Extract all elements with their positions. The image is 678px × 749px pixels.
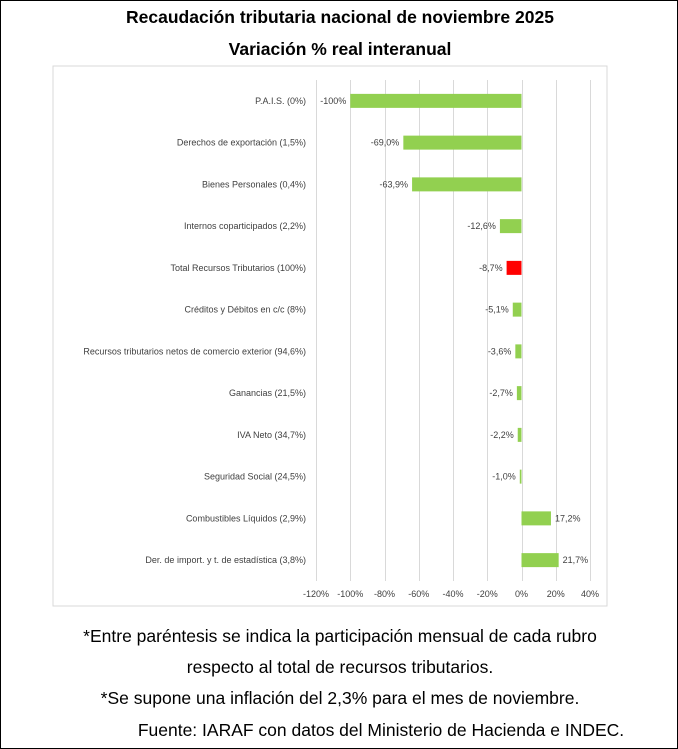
bar-chart: -120% -100% -80% -60% -40% -20% 0% 20% 40% P.A.I.… [52,65,608,607]
bar [517,427,522,442]
bar [519,469,522,484]
chart-title: Recaudación tributaria nacional de novie… [126,7,554,27]
category-label: Bienes Personales (0,4%) [202,179,306,189]
x-tick-label: -20% [477,589,498,599]
bar [521,553,559,568]
source-note: Fuente: IARAF con datos del Ministerio d… [137,720,625,740]
data-label: -5,1% [485,305,509,315]
bar [412,177,522,192]
data-label: 21,7% [563,555,589,565]
data-label: -69,0% [371,138,400,148]
category-label: Der. de import. y t. de estadística (3,8… [145,555,306,565]
category-label: Recursos tributarios netos de comercio e… [83,346,306,356]
category-label: Internos coparticipados (2,2%) [184,221,306,231]
footnote-inflation: *Se supone una inflación del 2,3% para e… [100,688,580,708]
bar [350,93,522,108]
x-tick-label: 0% [515,589,528,599]
bar [516,386,522,401]
x-tick-label: -80% [374,589,395,599]
x-tick-label: -60% [408,589,429,599]
category-label: Créditos y Débitos en c/c (8%) [184,305,306,315]
bar [403,135,522,150]
data-label: -3,6% [488,346,512,356]
bar [506,260,522,275]
data-label: -12,6% [467,221,496,231]
data-label: -2,2% [490,430,514,440]
data-label: -2,7% [489,388,513,398]
x-tick-label: -100% [337,589,363,599]
x-tick-label: 40% [581,589,599,599]
data-label: -8,7% [479,263,503,273]
chart-subtitle: Variación % real interanual [228,39,452,59]
category-label: Ganancias (21,5%) [229,388,306,398]
category-label: P.A.I.S. (0%) [255,96,306,106]
data-label: -1,0% [492,472,516,482]
x-tick-label: -40% [442,589,463,599]
plot-area-border [52,65,608,607]
category-label: Seguridad Social (24,5%) [204,472,306,482]
bar [521,511,551,526]
footnote-participation-cont: respecto al total de recursos tributario… [186,657,494,677]
data-label: -63,9% [380,179,409,189]
bar [515,344,522,359]
bar [512,302,522,317]
data-label: -100% [320,96,346,106]
category-label: IVA Neto (34,7%) [237,430,306,440]
bar [499,219,522,234]
category-label: Combustibles Líquidos (2,9%) [186,513,306,523]
x-tick-label: 20% [547,589,565,599]
category-label: Derechos de exportación (1,5%) [177,138,306,148]
footnote-participation: *Entre paréntesis se indica la participa… [83,626,597,646]
category-label: Total Recursos Tributarios (100%) [170,263,306,273]
data-label: 17,2% [555,513,581,523]
x-tick-label: -120% [303,589,329,599]
